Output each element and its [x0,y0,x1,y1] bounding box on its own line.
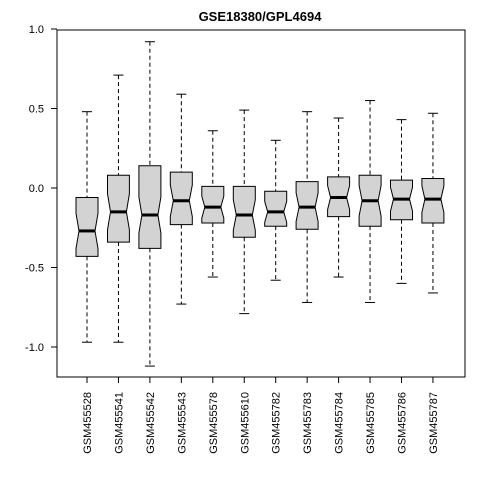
iqr-box [138,165,162,249]
iqr-box [295,181,319,230]
y-tick-label-0: 1.0 [29,24,44,36]
x-tick-label-3: GSM455543 [176,392,188,454]
box-11 [421,112,445,294]
x-tick-label-5: GSM455610 [239,392,251,454]
y-tick-label-2: 0.0 [29,183,44,195]
iqr-box [169,171,193,226]
box-series [75,41,445,367]
iqr-box [232,185,256,238]
y-tick-label-3: -0.5 [25,263,44,275]
y-tick-label-4: -1.0 [25,342,44,354]
x-tick-label-4: GSM455578 [208,392,220,454]
box-3 [169,93,193,305]
x-axis-ticks: GSM455528 GSM455541 GSM455542 GSM455543 GSM4… [82,377,440,454]
x-tick-label-2: GSM455542 [145,392,157,454]
box-6 [264,139,288,281]
chart-title: GSE18380/GPL4694 [199,9,323,24]
iqr-box [201,185,225,224]
x-tick-label-7: GSM455783 [302,392,314,454]
x-tick-label-1: GSM455541 [113,392,125,454]
box-8 [327,117,351,278]
x-tick-label-0: GSM455528 [82,392,94,454]
y-tick-label-1: 0.5 [29,104,44,116]
box-5 [232,109,256,315]
x-tick-label-11: GSM455787 [428,392,440,454]
iqr-box [107,174,130,243]
iqr-box [421,178,445,224]
y-axis-ticks: 1.0 0.5 0.0 -0.5 -1.0 [25,24,57,354]
x-tick-label-9: GSM455785 [365,392,377,454]
box-10 [390,119,413,284]
iqr-box [264,190,288,227]
box-4 [201,130,225,278]
x-tick-label-6: GSM455782 [271,392,283,454]
box-2 [138,41,162,367]
x-tick-label-10: GSM455786 [397,392,409,454]
x-tick-label-8: GSM455784 [334,392,346,454]
box-7 [295,111,319,303]
box-0 [75,111,99,343]
box-9 [358,100,382,303]
box-1 [107,74,130,343]
iqr-box [75,197,99,257]
